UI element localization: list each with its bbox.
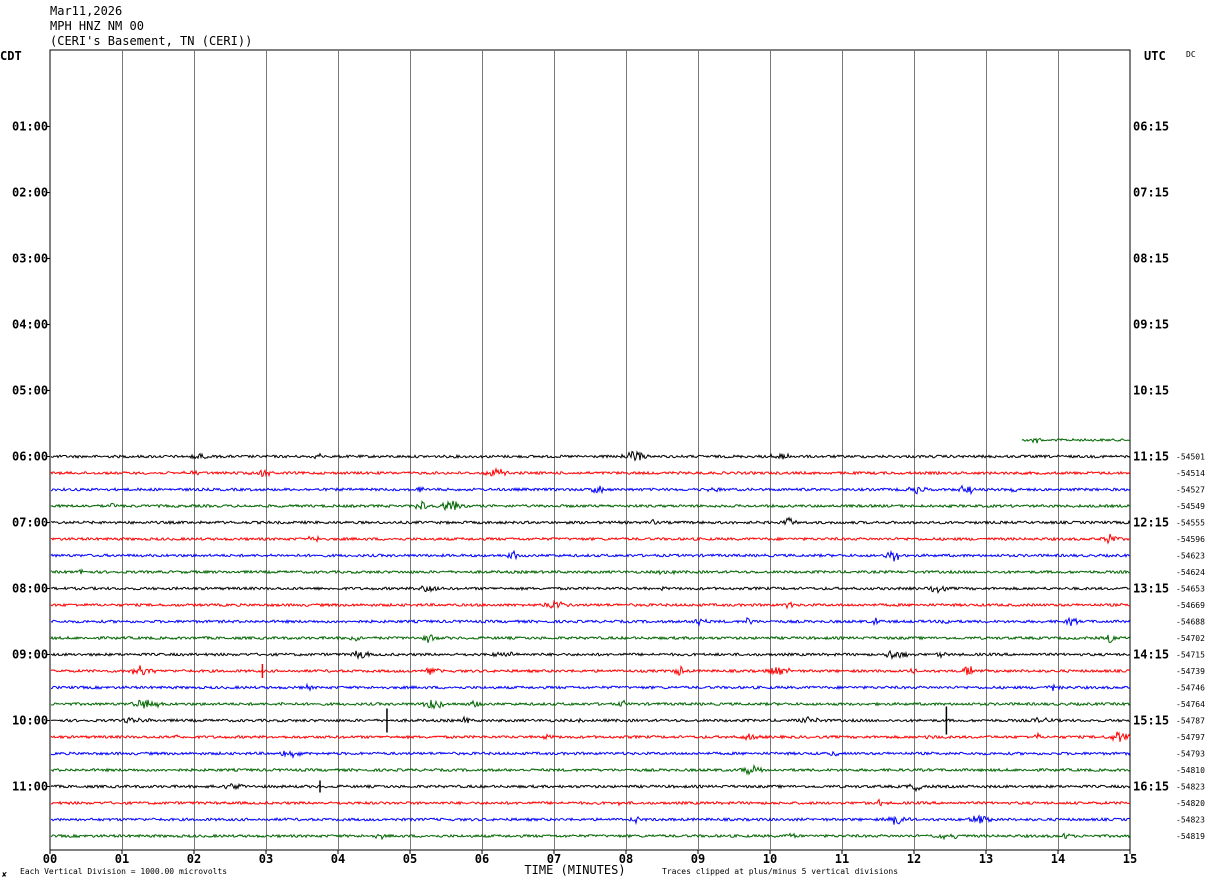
seismic-trace-partial: [1021, 437, 1131, 444]
dc-offset-label: -54555: [1176, 519, 1205, 528]
seismic-trace: [50, 649, 1131, 661]
seismic-trace: [51, 699, 1131, 710]
dc-offset-label: -54715: [1176, 651, 1205, 660]
left-hour-label: 11:00: [12, 780, 48, 794]
seismic-trace: [50, 682, 1131, 692]
x-tick-label: 12: [907, 852, 921, 866]
x-tick-label: 08: [619, 852, 633, 866]
x-tick-label: 03: [259, 852, 273, 866]
dc-offset-label: -54501: [1176, 453, 1205, 462]
right-hour-label: 09:15: [1133, 318, 1169, 332]
x-tick-label: 01: [115, 852, 129, 866]
dc-offset-label: -54823: [1176, 816, 1205, 825]
dc-offset-label: -54702: [1176, 634, 1205, 643]
dc-offset-label: -54739: [1176, 667, 1205, 676]
dc-offset-label: -54787: [1176, 717, 1205, 726]
x-axis-label: TIME (MINUTES): [524, 863, 625, 877]
seismic-trace: [50, 549, 1130, 562]
dc-offset-label: -54688: [1176, 618, 1205, 627]
dc-offset-label: -54514: [1176, 469, 1205, 478]
plot-frame: [49, 49, 1131, 851]
right-hour-label: 12:15: [1133, 516, 1169, 530]
dc-offset-label: -54669: [1176, 601, 1205, 610]
x-tick-label: 11: [835, 852, 849, 866]
seismic-trace: [50, 832, 1131, 841]
seismic-trace: [50, 715, 1131, 724]
x-tick-label: 14: [1051, 852, 1065, 866]
corner-mark: ✘: [2, 870, 7, 879]
right-hour-label: 13:15: [1133, 582, 1169, 596]
seismic-trace: [50, 763, 1131, 776]
dc-offset-label: -54549: [1176, 502, 1205, 511]
seismic-trace: [50, 814, 1131, 826]
left-hour-label: 04:00: [12, 318, 48, 332]
dc-offset-label: -54823: [1176, 783, 1205, 792]
right-hour-label: 16:15: [1133, 780, 1169, 794]
dc-offset-label: -54623: [1176, 552, 1205, 561]
x-tick-label: 06: [475, 852, 489, 866]
location-label: (CERI's Basement, TN (CERI)): [50, 34, 253, 48]
dc-offset-label: -54624: [1176, 568, 1205, 577]
right-hour-label: 07:15: [1133, 186, 1169, 200]
right-hour-label: 11:15: [1133, 450, 1169, 464]
seismic-trace: [50, 616, 1131, 627]
dc-offset-label: -54527: [1176, 486, 1205, 495]
dc-offset-label: -54820: [1176, 799, 1205, 808]
seismic-trace: [50, 750, 1131, 760]
seismic-trace: [50, 450, 1131, 462]
dc-offset-label: -54819: [1176, 832, 1205, 841]
left-hour-label: 10:00: [12, 714, 48, 728]
dc-offset-label: -54653: [1176, 585, 1205, 594]
scale-note: Each Vertical Division = 1000.00 microvo…: [20, 867, 228, 876]
x-tick-label: 05: [403, 852, 417, 866]
left-hour-label: 06:00: [12, 450, 48, 464]
right-hour-label: 08:15: [1133, 252, 1169, 266]
seismic-trace: [50, 634, 1131, 644]
left-hour-label: 05:00: [12, 384, 48, 398]
seismic-trace: [50, 484, 1131, 496]
dc-offset-label: -54764: [1176, 700, 1205, 709]
x-tick-label: 15: [1123, 852, 1137, 866]
seismic-trace: [50, 599, 1131, 610]
right-timezone-label: UTC: [1144, 49, 1166, 63]
right-hour-label: 06:15: [1133, 120, 1169, 134]
seismic-trace: [50, 585, 1131, 595]
clip-note: Traces clipped at plus/minus 5 vertical …: [662, 867, 899, 876]
date-label: Mar11,2026: [50, 4, 123, 18]
x-tick-label: 10: [763, 852, 777, 866]
dc-offset-label: -54596: [1176, 535, 1205, 544]
seismic-trace: [50, 499, 1130, 512]
x-tick-label: 00: [43, 852, 57, 866]
seismic-trace: [50, 798, 1131, 807]
seismic-trace: [50, 664, 1131, 677]
left-hour-label: 01:00: [12, 120, 48, 134]
right-hour-label: 14:15: [1133, 648, 1169, 662]
dc-offset-label: -54793: [1176, 750, 1205, 759]
seismic-trace: [50, 466, 1131, 478]
seismic-trace: [50, 731, 1131, 742]
seismic-trace: [50, 533, 1131, 545]
dc-offset-label: -54810: [1176, 766, 1205, 775]
left-timezone-label: CDT: [0, 49, 22, 63]
dc-offset-label: -54746: [1176, 684, 1205, 693]
station-label: MPH HNZ NM 00: [50, 19, 144, 33]
left-hour-label: 07:00: [12, 516, 48, 530]
x-tick-label: 07: [547, 852, 561, 866]
dc-offset-label: -54797: [1176, 733, 1205, 742]
x-tick-label: 02: [187, 852, 201, 866]
right-hour-label: 15:15: [1133, 714, 1169, 728]
seismic-trace: [50, 782, 1131, 793]
x-tick-label: 09: [691, 852, 705, 866]
right-hour-label: 10:15: [1133, 384, 1169, 398]
seismic-trace: [51, 516, 1131, 526]
left-hour-label: 08:00: [12, 582, 48, 596]
x-tick-label: 13: [979, 852, 993, 866]
x-tick-label: 04: [331, 852, 345, 866]
seismic-trace: [50, 568, 1131, 576]
left-hour-label: 02:00: [12, 186, 48, 200]
left-hour-label: 03:00: [12, 252, 48, 266]
dc-label: DC: [1186, 50, 1196, 59]
left-hour-label: 09:00: [12, 648, 48, 662]
